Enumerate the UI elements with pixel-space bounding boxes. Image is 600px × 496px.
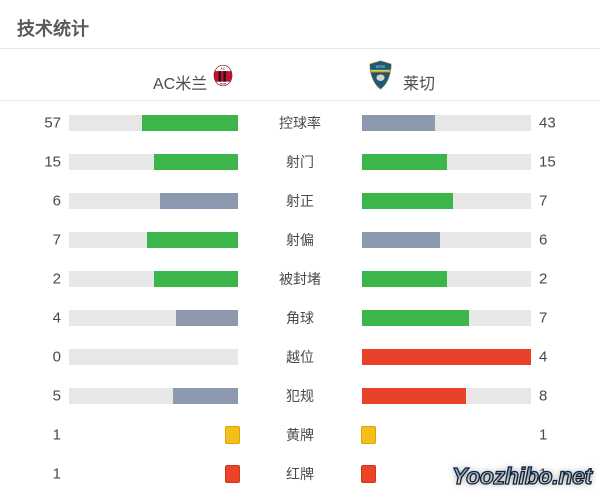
svg-text:A.C.: A.C. (221, 67, 226, 70)
svg-text:LECCE: LECCE (376, 65, 386, 69)
